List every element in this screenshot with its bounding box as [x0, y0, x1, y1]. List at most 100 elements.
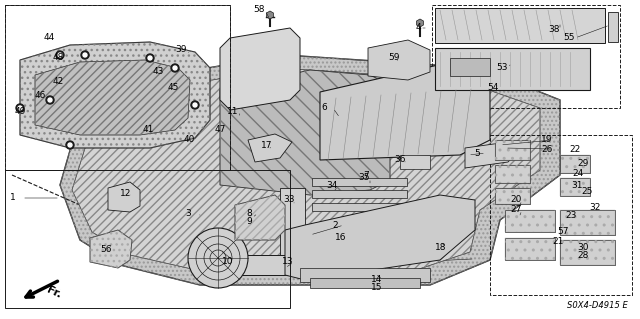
Text: 45: 45 [168, 84, 179, 93]
Bar [560, 178, 590, 196]
Bar [310, 278, 420, 288]
Circle shape [48, 98, 52, 102]
Bar [560, 210, 615, 235]
Circle shape [68, 143, 72, 147]
Text: S0X4-D4915 E: S0X4-D4915 E [567, 301, 628, 310]
Text: 17: 17 [261, 142, 273, 151]
Polygon shape [235, 195, 285, 240]
Text: 53: 53 [496, 63, 508, 72]
Text: 30: 30 [577, 242, 589, 251]
Text: 8: 8 [246, 209, 252, 218]
Text: 27: 27 [510, 205, 522, 214]
Bar [225, 255, 385, 275]
Bar [495, 165, 530, 183]
Circle shape [81, 51, 89, 59]
Bar [495, 140, 530, 160]
Circle shape [56, 51, 64, 59]
Text: 36: 36 [394, 154, 406, 164]
Bar [560, 155, 590, 173]
Text: 20: 20 [510, 196, 522, 204]
Text: 41: 41 [143, 125, 154, 135]
Bar [505, 210, 555, 232]
Polygon shape [248, 134, 292, 162]
Text: 5: 5 [474, 149, 480, 158]
Text: 43: 43 [153, 68, 164, 77]
Text: 40: 40 [184, 136, 195, 145]
Bar [560, 178, 590, 196]
Bar [312, 190, 407, 198]
Text: 22: 22 [569, 145, 580, 154]
Circle shape [146, 54, 154, 62]
Text: 3: 3 [185, 210, 191, 219]
Text: 48: 48 [53, 54, 65, 63]
Text: 18: 18 [435, 242, 447, 251]
Text: 58: 58 [253, 5, 264, 14]
Text: 28: 28 [577, 251, 588, 261]
Bar [560, 155, 590, 173]
Polygon shape [90, 230, 132, 268]
Polygon shape [368, 40, 430, 80]
Text: 59: 59 [388, 54, 399, 63]
Bar [280, 188, 305, 273]
Text: 26: 26 [541, 145, 552, 153]
Bar [495, 188, 530, 204]
Text: 47: 47 [215, 125, 227, 135]
Text: 44: 44 [44, 33, 55, 42]
Text: 32: 32 [589, 203, 600, 211]
Circle shape [148, 56, 152, 60]
Bar [312, 178, 407, 186]
Bar [560, 240, 615, 265]
Circle shape [188, 228, 248, 288]
Text: 13: 13 [282, 257, 294, 266]
Circle shape [83, 53, 87, 57]
Bar [312, 203, 407, 211]
Bar [435, 48, 590, 90]
Text: 1: 1 [10, 194, 16, 203]
Bar [495, 188, 530, 204]
Text: 2: 2 [332, 220, 338, 229]
Circle shape [171, 64, 179, 72]
Bar [300, 268, 430, 282]
Bar [505, 238, 555, 260]
Polygon shape [220, 28, 300, 110]
Text: 16: 16 [335, 233, 346, 241]
Polygon shape [320, 60, 490, 160]
Circle shape [58, 53, 62, 57]
Text: 35: 35 [358, 174, 369, 182]
Bar [435, 8, 605, 43]
Circle shape [191, 101, 199, 109]
Circle shape [173, 66, 177, 70]
Polygon shape [465, 142, 518, 168]
Text: 24: 24 [572, 169, 583, 179]
Text: 6: 6 [321, 103, 327, 113]
Polygon shape [220, 70, 390, 195]
Text: 57: 57 [557, 227, 568, 236]
Polygon shape [20, 42, 210, 148]
Text: 29: 29 [577, 159, 588, 167]
Text: 19: 19 [541, 136, 552, 145]
Polygon shape [35, 60, 190, 135]
Text: 56: 56 [100, 244, 111, 254]
Polygon shape [60, 55, 560, 285]
Circle shape [66, 141, 74, 149]
Text: 12: 12 [120, 189, 131, 197]
Bar [505, 238, 555, 260]
Text: 9: 9 [246, 218, 252, 226]
Bar [400, 155, 430, 169]
Circle shape [18, 106, 22, 110]
Bar [608, 12, 618, 42]
Bar [495, 140, 530, 160]
Polygon shape [108, 182, 140, 212]
Text: 54: 54 [487, 84, 499, 93]
Text: Fr.: Fr. [45, 284, 63, 300]
Circle shape [193, 103, 197, 107]
Text: 10: 10 [222, 256, 234, 265]
Bar [505, 210, 555, 232]
Bar [450, 58, 490, 76]
Text: 14: 14 [371, 275, 382, 284]
Text: 46: 46 [35, 92, 46, 100]
Polygon shape [72, 68, 540, 272]
Polygon shape [285, 195, 475, 280]
Text: 33: 33 [283, 196, 294, 204]
Text: 42: 42 [53, 78, 64, 86]
